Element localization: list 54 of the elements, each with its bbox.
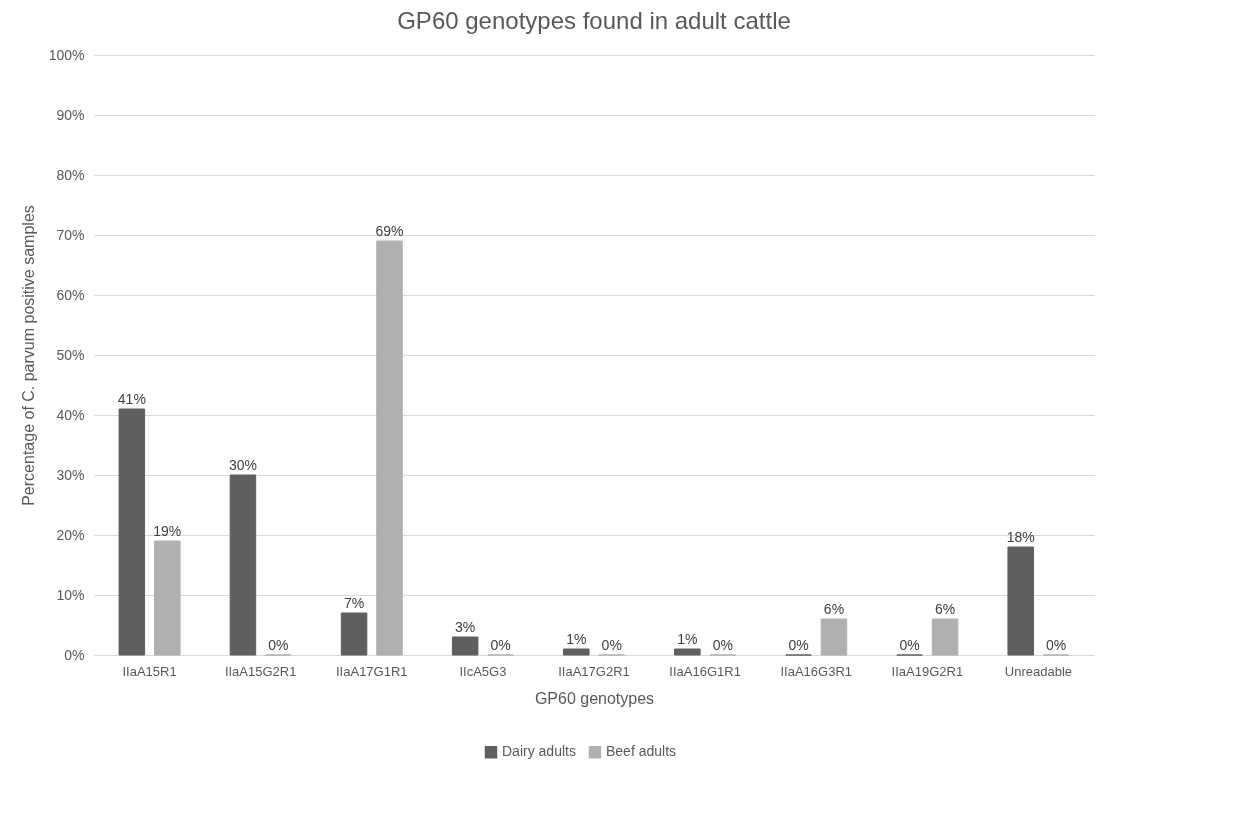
data-label: 7% [343, 595, 365, 611]
y-tick-label: 90% [56, 106, 85, 123]
x-tick-label: IIaA16G1R1 [669, 663, 741, 679]
bar [820, 618, 848, 656]
y-tick-label: 50% [56, 346, 85, 363]
data-label: 30% [228, 457, 257, 473]
data-label: 0% [899, 637, 920, 653]
data-label: 69% [375, 223, 404, 239]
x-tick-label: Unreadable [1004, 663, 1073, 679]
x-axis-title: GP60 genotypes [534, 689, 655, 707]
data-label: 41% [117, 391, 146, 407]
data-label: 0% [712, 637, 733, 653]
bar [229, 474, 257, 656]
y-tick-label: 40% [56, 406, 85, 423]
data-label: 19% [153, 523, 182, 539]
x-tick-label: IIcA5G3 [459, 663, 507, 679]
data-label: 0% [788, 637, 809, 653]
data-label: 6% [823, 601, 845, 617]
y-tick-label: 30% [56, 466, 85, 483]
x-tick-label: IIaA19G2R1 [891, 663, 964, 679]
bar [376, 240, 403, 656]
y-tick-label: 20% [56, 526, 85, 543]
bar [563, 648, 590, 656]
y-tick-label: 0% [64, 646, 85, 663]
y-tick-label: 80% [56, 166, 85, 183]
data-label: 0% [1046, 637, 1067, 653]
bar [674, 648, 701, 656]
bar [931, 618, 959, 656]
y-tick-label: 60% [56, 286, 85, 303]
bar [451, 636, 479, 656]
data-label: 0% [601, 637, 622, 653]
x-tick-label: IIaA17G2R1 [558, 663, 630, 679]
y-tick-label: 10% [56, 586, 85, 603]
legend-label: Dairy adults [502, 743, 576, 760]
y-tick-label: 100% [48, 46, 85, 63]
legend-label: Beef adults [606, 743, 677, 760]
x-tick-label: IIaA16G3R1 [780, 663, 852, 679]
data-label: 0% [268, 637, 289, 653]
y-tick-label: 70% [56, 226, 85, 243]
data-label: 18% [1006, 529, 1035, 545]
data-label: 0% [490, 637, 511, 653]
data-label: 6% [934, 601, 956, 617]
data-label: 3% [455, 619, 476, 635]
bar [1007, 546, 1034, 656]
bar [154, 540, 181, 656]
bar [118, 408, 146, 656]
chart-title: GP60 genotypes found in adult cattle [397, 7, 791, 34]
bar [340, 612, 368, 656]
y-axis-title: Percentage of C. parvum positive samples [19, 205, 37, 506]
data-label: 1% [677, 631, 698, 647]
x-tick-label: IIaA15G2R1 [224, 663, 297, 679]
x-tick-label: IIaA15R1 [122, 663, 177, 679]
data-label: 1% [566, 631, 587, 647]
x-tick-label: IIaA17G1R1 [336, 663, 408, 679]
